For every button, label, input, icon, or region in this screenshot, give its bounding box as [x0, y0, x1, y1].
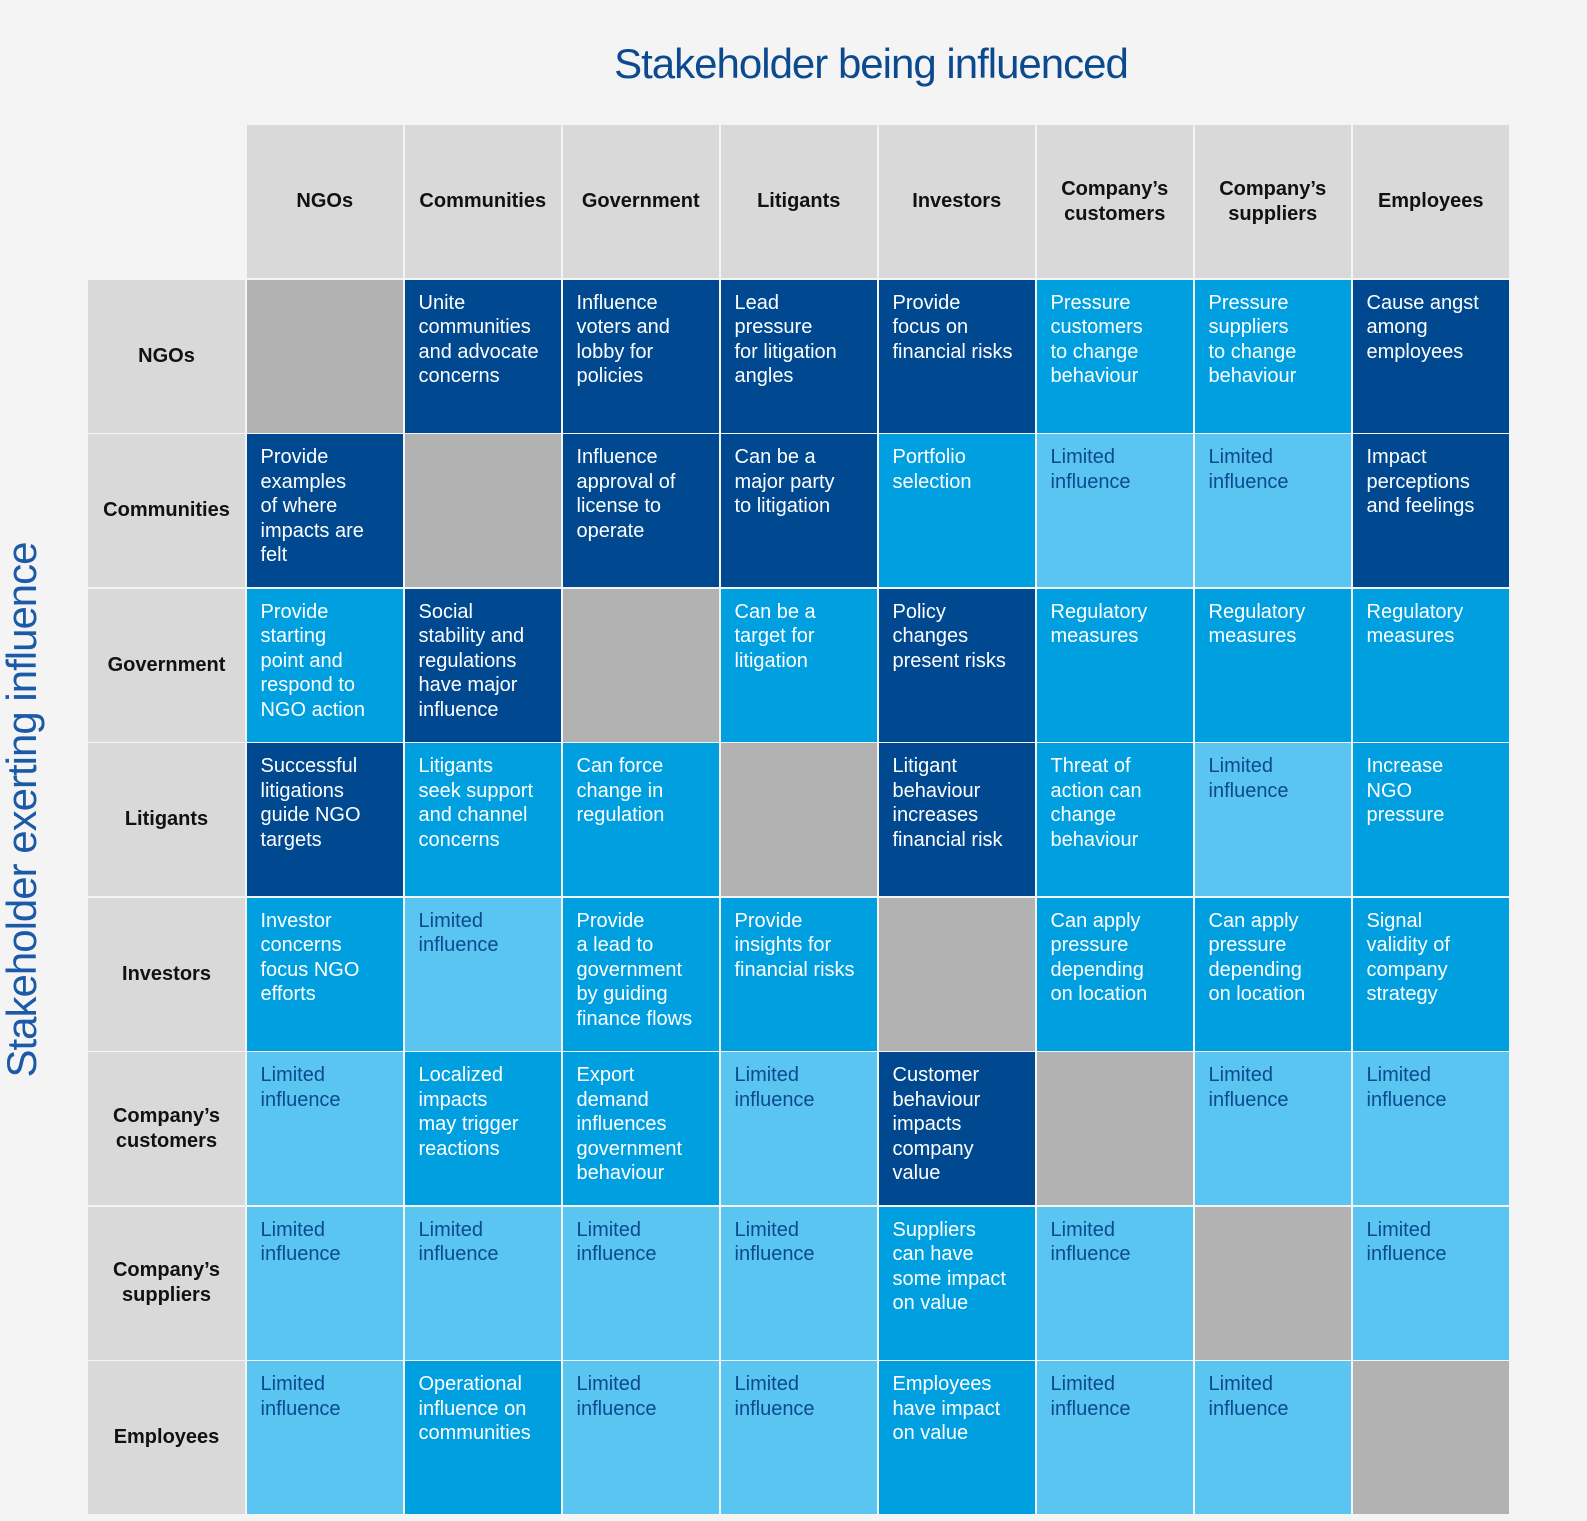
matrix-cell: Limited influence: [246, 1052, 403, 1205]
matrix-cell: Cause angst among employees: [1352, 279, 1509, 433]
matrix-cell: Limited influence: [1352, 1206, 1509, 1360]
matrix-cell: Limited influence: [404, 897, 561, 1051]
column-header: Employees: [1352, 125, 1509, 278]
empty-diagonal-cell: [562, 588, 719, 742]
row-header: Company’s suppliers: [88, 1206, 245, 1360]
matrix-cell: Employees have impact on value: [878, 1361, 1035, 1514]
matrix-cell: Suppliers can have some impact on value: [878, 1206, 1035, 1360]
matrix-cell: Regulatory measures: [1194, 588, 1351, 742]
matrix-cell: Limited influence: [1194, 1361, 1351, 1514]
column-header: NGOs: [246, 125, 403, 278]
empty-diagonal-cell: [1194, 1206, 1351, 1360]
matrix-cell: Can be a target for litigation: [720, 588, 877, 742]
row-header: Employees: [88, 1361, 245, 1514]
column-header: Company’s suppliers: [1194, 125, 1351, 278]
empty-diagonal-cell: [878, 897, 1035, 1051]
matrix-cell: Limited influence: [1194, 1052, 1351, 1205]
row-header: Government: [88, 588, 245, 742]
row-header: Litigants: [88, 743, 245, 896]
column-header: Company’s customers: [1036, 125, 1193, 278]
matrix-cell: Litigant behaviour increases financial r…: [878, 743, 1035, 896]
matrix-cell: Impact perceptions and feelings: [1352, 434, 1509, 587]
matrix-cell: Successful litigations guide NGO targets: [246, 743, 403, 896]
empty-diagonal-cell: [404, 434, 561, 587]
matrix-cell: Lead pressure for litigation angles: [720, 279, 877, 433]
matrix-cell: Pressure suppliers to change behaviour: [1194, 279, 1351, 433]
row-header: Company’s customers: [88, 1052, 245, 1205]
matrix-cell: Limited influence: [720, 1361, 877, 1514]
matrix-cell: Limited influence: [1036, 1361, 1193, 1514]
matrix-cell: Unite communities and advocate concerns: [404, 279, 561, 433]
column-header: Communities: [404, 125, 561, 278]
matrix-cell: Limited influence: [246, 1206, 403, 1360]
matrix-corner: [88, 125, 245, 278]
matrix-cell: Provide starting point and respond to NG…: [246, 588, 403, 742]
matrix-cell: Litigants seek support and channel conce…: [404, 743, 561, 896]
matrix-cell: Provide focus on financial risks: [878, 279, 1035, 433]
column-header: Litigants: [720, 125, 877, 278]
matrix-cell: Provide a lead to government by guiding …: [562, 897, 719, 1051]
matrix-cell: Policy changes present risks: [878, 588, 1035, 742]
diagram-title: Stakeholder being influenced: [614, 40, 1129, 87]
matrix-cell: Can force change in regulation: [562, 743, 719, 896]
matrix-cell: Can apply pressure depending on location: [1194, 897, 1351, 1051]
row-header: NGOs: [88, 279, 245, 433]
matrix-cell: Investor concerns focus NGO efforts: [246, 897, 403, 1051]
row-axis-label: Stakeholder exerting influence: [0, 542, 45, 1078]
column-header: Investors: [878, 125, 1035, 278]
matrix-cell: Regulatory measures: [1036, 588, 1193, 742]
matrix-cell: Export demand influences government beha…: [562, 1052, 719, 1205]
matrix-cell: Provide examples of where impacts are fe…: [246, 434, 403, 587]
matrix-cell: Limited influence: [562, 1361, 719, 1514]
matrix-cell: Limited influence: [720, 1052, 877, 1205]
matrix-cell: Social stability and regulations have ma…: [404, 588, 561, 742]
matrix-cell: Localized impacts may trigger reactions: [404, 1052, 561, 1205]
matrix-cell: Limited influence: [404, 1206, 561, 1360]
matrix-cell: Customer behaviour impacts company value: [878, 1052, 1035, 1205]
row-header: Communities: [88, 434, 245, 587]
matrix-cell: Limited influence: [1036, 1206, 1193, 1360]
matrix-cell: Can be a major party to litigation: [720, 434, 877, 587]
matrix-cell: Limited influence: [562, 1206, 719, 1360]
row-header: Investors: [88, 897, 245, 1051]
empty-diagonal-cell: [246, 279, 403, 433]
matrix-cell: Regulatory measures: [1352, 588, 1509, 742]
column-header: Government: [562, 125, 719, 278]
matrix-cell: Increase NGO pressure: [1352, 743, 1509, 896]
matrix-cell: Influence approval of license to operate: [562, 434, 719, 587]
matrix-cell: Limited influence: [246, 1361, 403, 1514]
matrix-cell: Portfolio selection: [878, 434, 1035, 587]
matrix-cell: Pressure customers to change behaviour: [1036, 279, 1193, 433]
matrix-cell: Threat of action can change behaviour: [1036, 743, 1193, 896]
matrix-cell: Limited influence: [1194, 434, 1351, 587]
matrix-cell: Operational influence on communities: [404, 1361, 561, 1514]
matrix-cell: Influence voters and lobby for policies: [562, 279, 719, 433]
matrix-cell: Limited influence: [720, 1206, 877, 1360]
matrix-cell: Signal validity of company strategy: [1352, 897, 1509, 1051]
empty-diagonal-cell: [1036, 1052, 1193, 1205]
empty-diagonal-cell: [1352, 1361, 1509, 1514]
empty-diagonal-cell: [720, 743, 877, 896]
matrix-cell: Can apply pressure depending on location: [1036, 897, 1193, 1051]
matrix-cell: Provide insights for financial risks: [720, 897, 877, 1051]
matrix-cell: Limited influence: [1352, 1052, 1509, 1205]
matrix-cell: Limited influence: [1194, 743, 1351, 896]
influence-matrix: NGOs Communities Government Litigants Invest…: [88, 125, 1509, 1514]
matrix-cell: Limited influence: [1036, 434, 1193, 587]
